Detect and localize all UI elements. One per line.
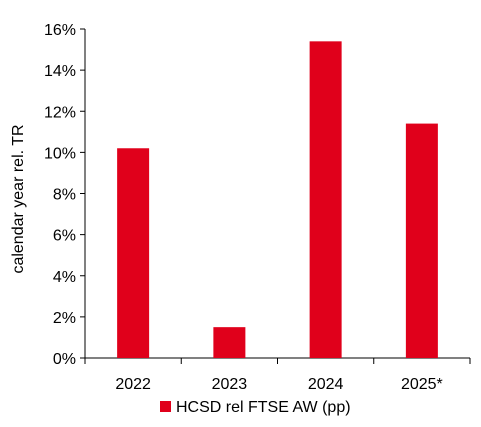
legend: HCSD rel FTSE AW (pp)	[160, 399, 351, 416]
bar	[117, 148, 150, 358]
y-tick-label: 0%	[53, 351, 76, 368]
x-axis: 2022 2023 2024 2025*	[84, 357, 471, 393]
legend-label: HCSD rel FTSE AW (pp)	[176, 399, 351, 416]
y-tick-label: 8%	[53, 187, 76, 204]
x-tick-label: 2025*	[401, 376, 443, 393]
y-axis-label: calendar year rel. TR	[10, 124, 27, 273]
x-tick-label: 2023	[212, 376, 248, 393]
y-tick-label: 2%	[53, 310, 76, 327]
bar	[309, 41, 342, 359]
y-tick-label: 4%	[53, 269, 76, 286]
y-tick-label: 14%	[44, 63, 76, 80]
y-tick-label: 6%	[53, 228, 76, 245]
x-tick-label: 2024	[308, 376, 344, 393]
y-tick-label: 10%	[44, 145, 76, 162]
y-axis: 0% 2% 4% 6% 8% 10% 12% 14% 16%	[44, 22, 86, 368]
bar	[213, 327, 246, 358]
y-tick-label: 12%	[44, 104, 76, 121]
legend-swatch	[160, 401, 171, 412]
x-tick-label: 2022	[115, 376, 151, 393]
bar	[405, 123, 438, 359]
bars	[117, 41, 438, 359]
y-tick-label: 16%	[44, 22, 76, 39]
